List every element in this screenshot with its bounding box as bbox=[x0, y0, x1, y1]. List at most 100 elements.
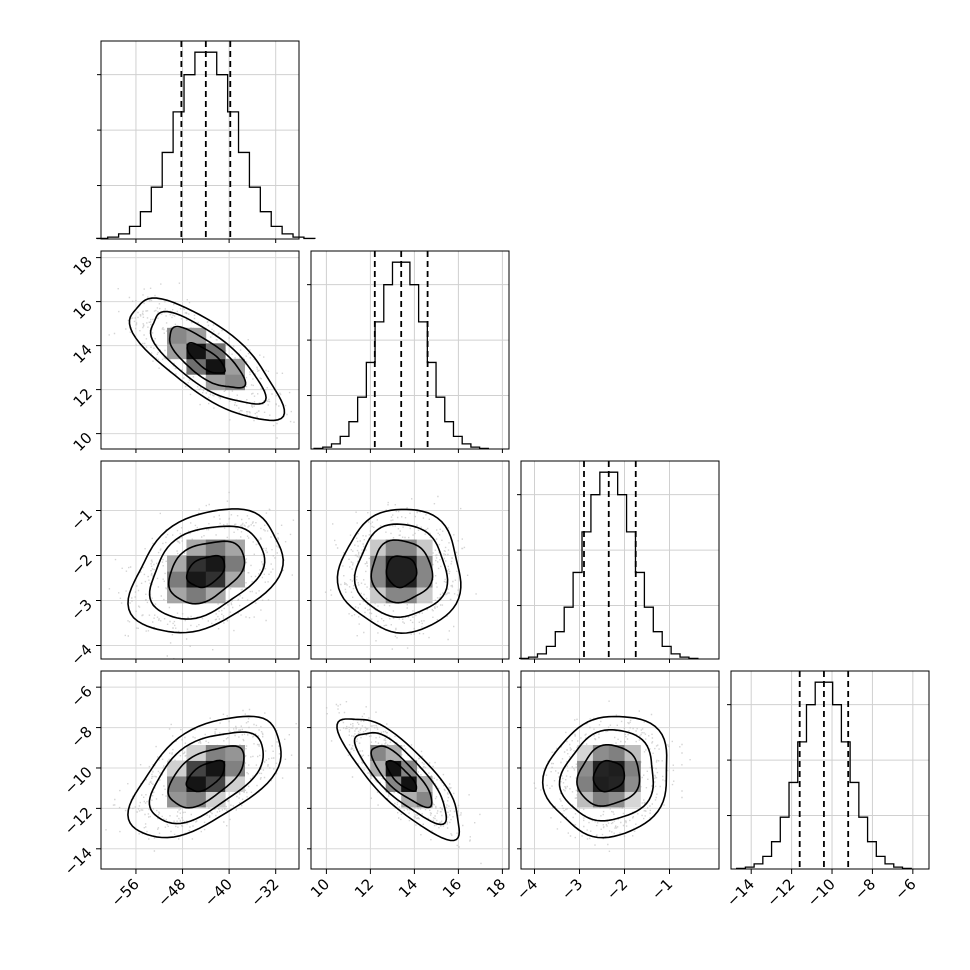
density-cell bbox=[186, 571, 207, 588]
scatter-0-2-frame bbox=[100, 460, 300, 660]
density-cell bbox=[370, 539, 387, 556]
panel-content bbox=[101, 461, 299, 659]
density-cell bbox=[624, 791, 641, 808]
xtick-label: −3 bbox=[558, 875, 586, 903]
xtick-label: −12 bbox=[763, 875, 798, 910]
ytick-label: −10 bbox=[61, 763, 96, 798]
contour-3 bbox=[336, 718, 461, 842]
density-cell bbox=[385, 776, 402, 792]
ytick-label: −1 bbox=[67, 506, 95, 534]
density-cell bbox=[167, 571, 187, 588]
contour-2 bbox=[353, 523, 449, 619]
density-cell bbox=[401, 760, 418, 777]
ytick-label: 16 bbox=[70, 297, 96, 323]
xtick-label: −10 bbox=[804, 875, 839, 910]
ytick-label: 18 bbox=[70, 253, 96, 279]
density-cell bbox=[370, 587, 387, 604]
density-cell bbox=[416, 539, 433, 556]
density-cell bbox=[186, 776, 207, 792]
density-cell bbox=[416, 587, 433, 604]
density-cell bbox=[608, 776, 625, 792]
density-cell bbox=[167, 327, 187, 344]
density-cell bbox=[167, 791, 187, 808]
density-cell bbox=[225, 358, 245, 375]
density-cell bbox=[401, 571, 418, 588]
xtick-label: 12 bbox=[351, 875, 377, 901]
xtick-label: −32 bbox=[247, 875, 282, 910]
scatter-panel-0-3 bbox=[101, 671, 299, 869]
xtick-label: −40 bbox=[201, 875, 236, 910]
contour-0 bbox=[385, 555, 418, 589]
scatter-1-3-frame bbox=[310, 670, 510, 870]
density-cell bbox=[205, 343, 226, 360]
ytick-label: −8 bbox=[67, 723, 95, 751]
xtick-label: −8 bbox=[851, 875, 879, 903]
scatter-panel-1-2 bbox=[311, 461, 509, 659]
density-cell bbox=[385, 539, 402, 556]
density-cell bbox=[167, 760, 187, 777]
xtick-label: −48 bbox=[154, 875, 189, 910]
histogram-panel-0 bbox=[96, 41, 316, 240]
density-cell bbox=[592, 745, 610, 761]
histogram-3-frame bbox=[730, 670, 930, 870]
xtick-label: −4 bbox=[513, 875, 541, 903]
contour-3 bbox=[127, 508, 285, 634]
density-cell bbox=[385, 587, 402, 604]
contour-2 bbox=[149, 310, 267, 405]
ytick-label: −2 bbox=[67, 551, 95, 579]
density-cell bbox=[186, 343, 207, 360]
histogram-0-frame bbox=[100, 40, 300, 240]
contour-1 bbox=[168, 325, 247, 389]
density-cell bbox=[577, 745, 594, 761]
ytick-label: 10 bbox=[70, 429, 96, 455]
density-cell bbox=[205, 358, 226, 375]
density-cell bbox=[225, 555, 245, 572]
contour-0 bbox=[186, 342, 226, 374]
contour-2 bbox=[148, 731, 265, 825]
contour-3 bbox=[128, 297, 286, 422]
density-cell bbox=[608, 745, 625, 761]
xtick-label: 10 bbox=[307, 875, 333, 901]
histogram-2-frame bbox=[520, 460, 720, 660]
contour-0 bbox=[185, 759, 226, 793]
ytick-label: 14 bbox=[70, 341, 96, 367]
ytick-label: −14 bbox=[61, 844, 96, 879]
density-cell bbox=[401, 587, 418, 604]
density-cell bbox=[592, 760, 610, 777]
xtick-label: 18 bbox=[483, 875, 509, 901]
scatter-panel-0-2 bbox=[101, 461, 299, 659]
ytick-label: −3 bbox=[67, 596, 95, 624]
contour-3 bbox=[336, 508, 462, 635]
ytick-label: −12 bbox=[61, 803, 96, 838]
density-cell bbox=[167, 343, 187, 360]
density-cell bbox=[225, 745, 245, 761]
density-cell bbox=[225, 539, 245, 556]
xtick-label: −2 bbox=[603, 875, 631, 903]
density-cell bbox=[186, 358, 207, 375]
histogram-panel-2 bbox=[517, 461, 719, 660]
contour-2 bbox=[148, 525, 266, 620]
scatter-panel-0-1 bbox=[101, 251, 299, 449]
scatter-0-1-frame bbox=[100, 250, 300, 450]
density-cell bbox=[205, 745, 226, 761]
scatter-0-3-frame bbox=[100, 670, 300, 870]
xtick-label: 14 bbox=[395, 875, 421, 901]
contour-1 bbox=[167, 540, 246, 605]
contour-0 bbox=[385, 759, 418, 792]
density-cell bbox=[577, 791, 594, 808]
density-cell bbox=[385, 571, 402, 588]
density-cell bbox=[186, 539, 207, 556]
xtick-label: −1 bbox=[648, 875, 676, 903]
panel-content bbox=[311, 461, 509, 659]
xtick-label: −56 bbox=[108, 875, 143, 910]
contour-2 bbox=[353, 731, 448, 826]
scatter-panel-1-3 bbox=[311, 671, 509, 869]
ytick-label: −4 bbox=[67, 641, 95, 669]
density-cell bbox=[401, 555, 418, 572]
contour-0 bbox=[185, 554, 226, 589]
density-cell bbox=[370, 571, 387, 588]
contour-3 bbox=[127, 715, 282, 839]
contour-1 bbox=[370, 745, 433, 809]
density-cell bbox=[416, 571, 433, 588]
